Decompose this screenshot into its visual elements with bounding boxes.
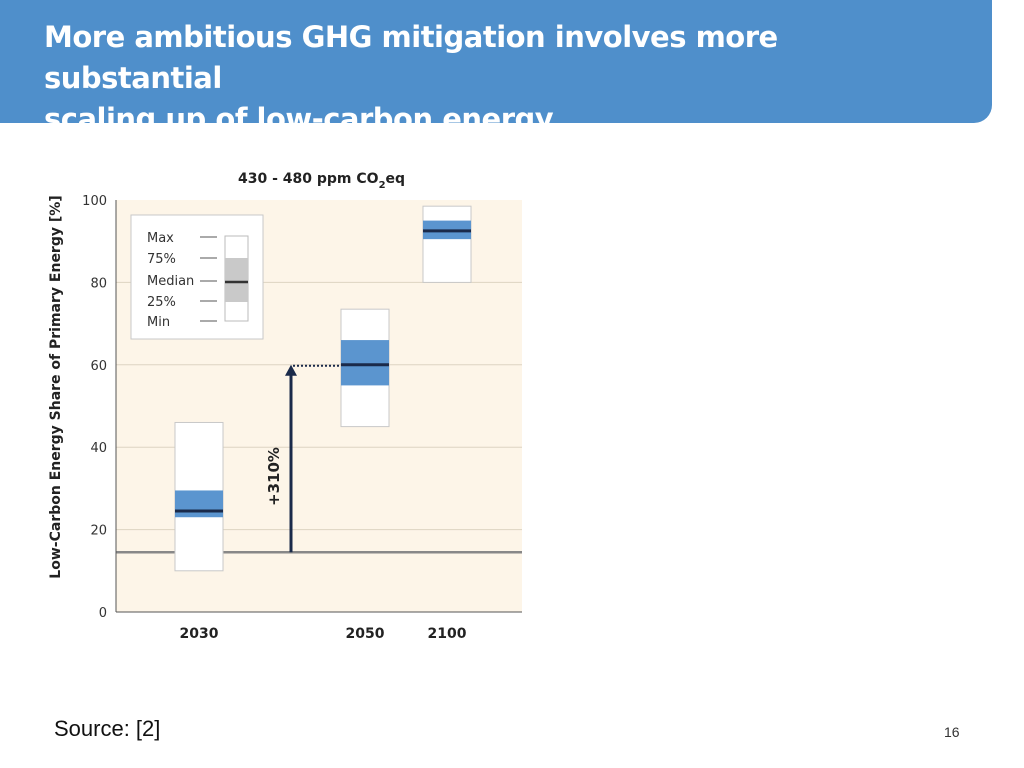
- arrow-head: [285, 364, 297, 376]
- chart-title: 430 - 480 ppm CO2eq: [238, 171, 405, 191]
- chart-title-main: 430 - 480 ppm CO: [238, 171, 379, 187]
- chart-title-subscript: 2: [379, 180, 386, 191]
- y-tick-label-0: 0: [99, 606, 107, 621]
- y-tick-label-20: 20: [90, 524, 107, 539]
- legend-max-label: Max: [147, 231, 174, 246]
- source-citation: Source: [2]: [54, 716, 161, 741]
- box-iqr-2030: [175, 490, 223, 518]
- y-axis-label: Low-Carbon Energy Share of Primary Energ…: [48, 195, 64, 578]
- legend-median-label: Median: [147, 274, 194, 289]
- x-tick-label-2100: 2100: [428, 626, 467, 642]
- chart-title-tail: eq: [386, 171, 406, 187]
- header-banner: More ambitious GHG mitigation involves m…: [0, 0, 992, 136]
- x-tick-label-2050: 2050: [346, 626, 385, 642]
- legend-q1-label: 25%: [147, 295, 176, 310]
- legend-iqr-swatch: [225, 258, 248, 302]
- y-tick-label-60: 60: [90, 359, 107, 374]
- box-iqr-2050: [341, 340, 389, 386]
- arrow-label: +310%: [265, 447, 283, 506]
- box-range-2100: [422, 205, 472, 283]
- legend-q3-label: 75%: [147, 252, 176, 267]
- y-tick-label-40: 40: [90, 441, 107, 456]
- y-tick-label-100: 100: [82, 194, 107, 209]
- title-line-2: scaling up of low-carbon energy.: [44, 102, 562, 136]
- slide-title: More ambitious GHG mitigation involves m…: [44, 17, 944, 140]
- legend-min-label: Min: [147, 315, 170, 330]
- page-number: 16: [944, 724, 960, 740]
- x-tick-label-2030: 2030: [180, 626, 219, 642]
- legend: Max 75% Median 25% Min: [130, 214, 264, 340]
- y-tick-label-80: 80: [90, 276, 107, 291]
- title-line-1: More ambitious GHG mitigation involves m…: [44, 20, 778, 95]
